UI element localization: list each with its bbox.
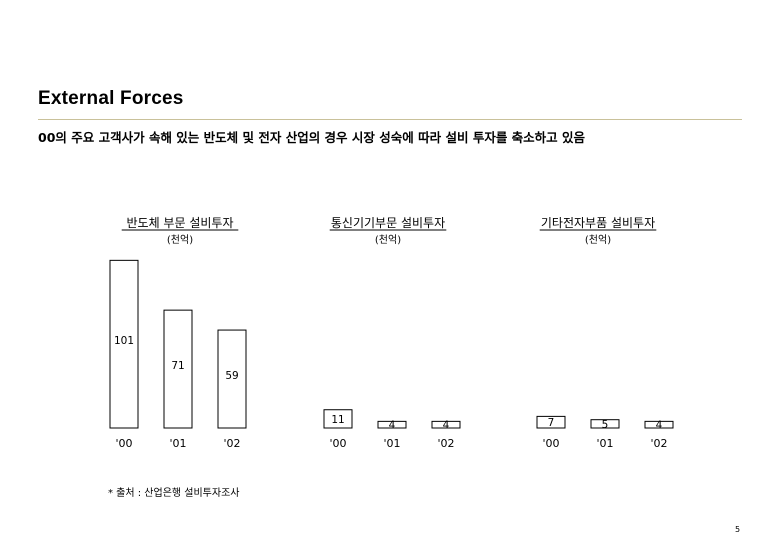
category-label: '00 [542, 437, 559, 450]
data-label: 11 [331, 414, 344, 426]
chart-unit: (천억) [375, 234, 401, 246]
bar [323, 409, 353, 429]
category-label: '01 [596, 437, 613, 450]
bar [644, 420, 674, 429]
chart-title: 기타전자부품 설비투자 [541, 216, 655, 230]
category-label: '02 [650, 437, 667, 450]
category-label: '00 [329, 437, 346, 450]
chart-unit: (천억) [585, 234, 611, 246]
chart-unit: (천억) [167, 234, 193, 246]
category-label: '01 [169, 437, 186, 450]
bar [536, 415, 566, 429]
data-label: 71 [171, 360, 184, 372]
category-label: '01 [383, 437, 400, 450]
category-label: '02 [223, 437, 240, 450]
bar [590, 419, 620, 429]
bar [109, 259, 139, 429]
data-label: 4 [656, 420, 663, 432]
page-number: 5 [735, 525, 741, 534]
title-divider [38, 119, 742, 120]
category-label: '02 [437, 437, 454, 450]
chart-title: 반도체 부문 설비투자 [127, 216, 234, 230]
bar [377, 420, 407, 429]
data-label: 101 [114, 335, 134, 347]
data-label: 59 [225, 370, 238, 382]
source-note: * 출처 : 산업은행 설비투자조사 [108, 488, 240, 499]
data-label: 4 [443, 420, 450, 432]
page-subtitle: 00의 주요 고객사가 속해 있는 반도체 및 전자 산업의 경우 시장 성숙에… [38, 130, 586, 145]
category-label: '00 [115, 437, 132, 450]
data-label: 4 [389, 420, 396, 432]
data-label: 5 [602, 419, 609, 431]
bar [163, 309, 193, 429]
bar [431, 420, 461, 429]
bar [217, 329, 247, 429]
data-label: 7 [548, 417, 555, 429]
chart-title: 통신기기부문 설비투자 [331, 216, 445, 230]
page-title: External Forces [38, 88, 184, 109]
